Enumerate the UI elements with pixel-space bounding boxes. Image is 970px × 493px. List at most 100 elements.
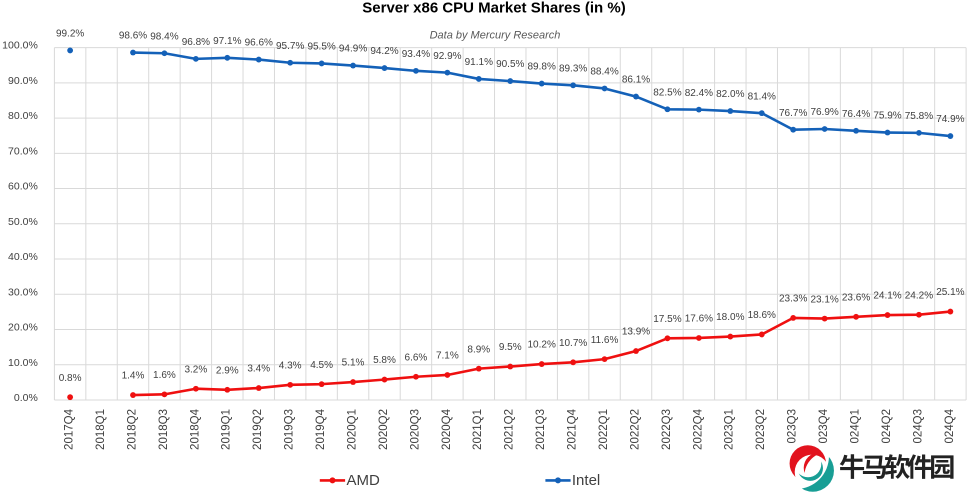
- svg-text:5.8%: 5.8%: [373, 355, 396, 366]
- svg-text:2021Q4: 2021Q4: [567, 408, 579, 450]
- svg-text:82.0%: 82.0%: [716, 89, 744, 100]
- svg-text:86.1%: 86.1%: [622, 75, 650, 86]
- svg-text:20.0%: 20.0%: [8, 322, 38, 334]
- svg-text:24.2%: 24.2%: [905, 290, 933, 301]
- svg-text:10.7%: 10.7%: [559, 338, 587, 349]
- svg-text:2022Q3: 2022Q3: [661, 409, 673, 450]
- svg-text:13.9%: 13.9%: [622, 327, 650, 338]
- svg-text:76.4%: 76.4%: [842, 109, 870, 120]
- svg-text:7.1%: 7.1%: [436, 351, 459, 362]
- svg-text:75.9%: 75.9%: [873, 111, 901, 122]
- svg-text:30.0%: 30.0%: [8, 286, 38, 298]
- svg-text:2018Q3: 2018Q3: [158, 409, 170, 450]
- svg-text:17.5%: 17.5%: [653, 314, 681, 325]
- svg-text:2018Q4: 2018Q4: [189, 408, 201, 450]
- svg-text:40.0%: 40.0%: [8, 251, 38, 263]
- svg-text:Server x86 CPU Market Shares (: Server x86 CPU Market Shares (in %): [362, 0, 625, 17]
- svg-text:0.0%: 0.0%: [14, 392, 38, 404]
- svg-text:2020Q4: 2020Q4: [441, 408, 453, 450]
- svg-text:80.0%: 80.0%: [8, 110, 38, 122]
- svg-text:2021Q1: 2021Q1: [472, 409, 484, 450]
- svg-text:92.9%: 92.9%: [433, 51, 461, 62]
- svg-text:2024Q4: 2024Q4: [944, 408, 956, 450]
- svg-text:2019Q3: 2019Q3: [284, 409, 296, 450]
- svg-text:10.2%: 10.2%: [528, 340, 556, 351]
- svg-text:50.0%: 50.0%: [8, 216, 38, 228]
- svg-text:99.2%: 99.2%: [56, 29, 84, 40]
- svg-text:2019Q2: 2019Q2: [252, 409, 264, 450]
- svg-text:82.4%: 82.4%: [685, 88, 713, 99]
- svg-text:23.3%: 23.3%: [779, 294, 807, 305]
- svg-text:2024Q1: 2024Q1: [849, 409, 861, 450]
- svg-text:96.6%: 96.6%: [245, 38, 273, 49]
- svg-text:2017Q4: 2017Q4: [64, 408, 76, 450]
- svg-text:2.9%: 2.9%: [216, 365, 239, 376]
- svg-text:1.4%: 1.4%: [122, 371, 145, 382]
- svg-text:2020Q3: 2020Q3: [409, 409, 421, 450]
- svg-text:5.1%: 5.1%: [342, 358, 365, 369]
- svg-text:Intel: Intel: [572, 472, 600, 489]
- svg-text:2020Q1: 2020Q1: [346, 409, 358, 450]
- svg-text:90.5%: 90.5%: [496, 59, 524, 70]
- svg-text:2020Q2: 2020Q2: [378, 409, 390, 450]
- svg-text:9.5%: 9.5%: [499, 342, 522, 353]
- svg-text:2022Q2: 2022Q2: [629, 409, 641, 450]
- svg-text:100.0%: 100.0%: [2, 40, 38, 52]
- svg-text:2024Q2: 2024Q2: [881, 409, 893, 450]
- svg-text:94.9%: 94.9%: [339, 44, 367, 55]
- svg-text:1.6%: 1.6%: [153, 370, 176, 381]
- svg-text:95.7%: 95.7%: [276, 41, 304, 52]
- svg-text:23.1%: 23.1%: [810, 294, 838, 305]
- svg-text:2023Q3: 2023Q3: [787, 409, 799, 450]
- svg-text:2018Q2: 2018Q2: [126, 409, 138, 450]
- svg-text:95.5%: 95.5%: [307, 42, 335, 53]
- svg-text:2023Q2: 2023Q2: [755, 409, 767, 450]
- svg-text:4.5%: 4.5%: [310, 360, 333, 371]
- svg-text:2019Q4: 2019Q4: [315, 408, 327, 450]
- svg-text:23.6%: 23.6%: [842, 292, 870, 303]
- svg-text:2021Q3: 2021Q3: [535, 409, 547, 450]
- svg-text:17.6%: 17.6%: [685, 314, 713, 325]
- svg-text:90.0%: 90.0%: [8, 75, 38, 87]
- svg-text:60.0%: 60.0%: [8, 181, 38, 193]
- svg-text:89.3%: 89.3%: [559, 63, 587, 74]
- svg-text:70.0%: 70.0%: [8, 145, 38, 157]
- svg-text:89.8%: 89.8%: [528, 62, 556, 73]
- svg-text:82.5%: 82.5%: [653, 87, 681, 98]
- svg-text:8.9%: 8.9%: [467, 344, 490, 355]
- svg-text:AMD: AMD: [347, 472, 381, 489]
- svg-text:81.4%: 81.4%: [748, 91, 776, 102]
- svg-text:98.6%: 98.6%: [119, 31, 147, 42]
- svg-text:2024Q3: 2024Q3: [912, 409, 924, 450]
- svg-text:88.4%: 88.4%: [590, 67, 618, 78]
- svg-text:2019Q1: 2019Q1: [221, 409, 233, 450]
- svg-text:2021Q2: 2021Q2: [504, 409, 516, 450]
- svg-text:75.8%: 75.8%: [905, 111, 933, 122]
- svg-text:98.4%: 98.4%: [150, 31, 178, 42]
- svg-text:18.6%: 18.6%: [748, 310, 776, 321]
- svg-text:3.2%: 3.2%: [184, 364, 207, 375]
- svg-text:3.4%: 3.4%: [247, 364, 270, 375]
- svg-text:24.1%: 24.1%: [873, 291, 901, 302]
- svg-text:18.0%: 18.0%: [716, 312, 744, 323]
- svg-text:94.2%: 94.2%: [370, 46, 398, 57]
- svg-text:0.8%: 0.8%: [59, 373, 82, 384]
- svg-text:11.6%: 11.6%: [591, 335, 619, 346]
- svg-text:76.9%: 76.9%: [810, 107, 838, 118]
- svg-text:2022Q4: 2022Q4: [692, 408, 704, 450]
- svg-text:74.9%: 74.9%: [936, 114, 964, 125]
- svg-text:96.8%: 96.8%: [182, 37, 210, 48]
- svg-text:25.1%: 25.1%: [936, 287, 964, 298]
- svg-text:10.0%: 10.0%: [8, 357, 38, 369]
- svg-text:2023Q1: 2023Q1: [724, 409, 736, 450]
- svg-text:2023Q4: 2023Q4: [818, 408, 830, 450]
- svg-text:76.7%: 76.7%: [779, 108, 807, 119]
- svg-text:93.4%: 93.4%: [402, 49, 430, 60]
- svg-text:91.1%: 91.1%: [465, 57, 493, 68]
- svg-text:2018Q1: 2018Q1: [95, 409, 107, 450]
- svg-text:Data by Mercury Research: Data by Mercury Research: [430, 30, 561, 42]
- svg-text:6.6%: 6.6%: [405, 352, 428, 363]
- svg-text:4.3%: 4.3%: [279, 361, 302, 372]
- svg-text:2022Q1: 2022Q1: [598, 409, 610, 450]
- svg-text:97.1%: 97.1%: [213, 36, 241, 47]
